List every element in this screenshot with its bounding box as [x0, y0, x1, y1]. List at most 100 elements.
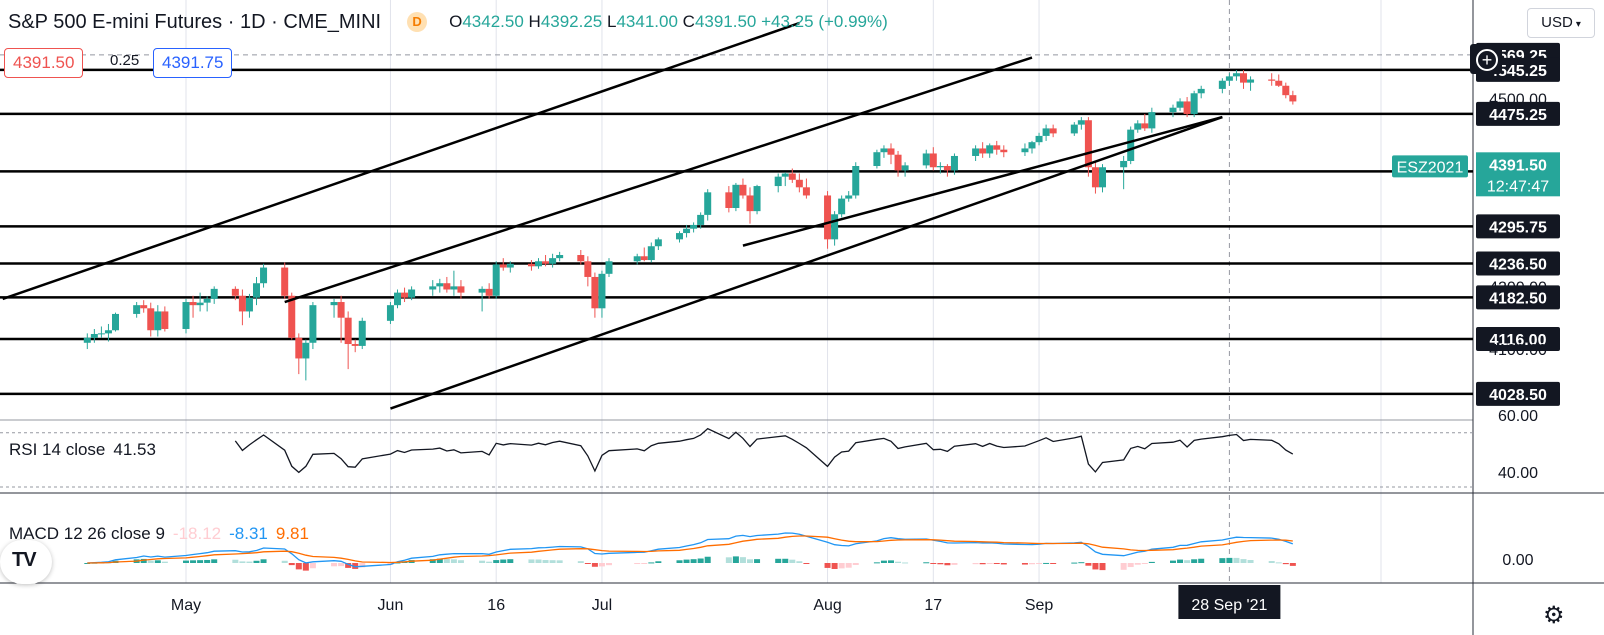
candle-body [1247, 79, 1255, 83]
price-axis-label: 4295.75 [1489, 219, 1547, 236]
macd-histogram-bar [1219, 558, 1226, 563]
macd-histogram-bar [655, 561, 662, 563]
macd-line [87, 532, 1294, 568]
macd-histogram-bar [1226, 557, 1233, 563]
candle-body [1127, 129, 1135, 161]
macd-histogram-bar [880, 560, 887, 563]
symbol-title[interactable]: S&P 500 E-mini Futures · 1D · CME_MINI [8, 10, 382, 33]
candle-body [238, 295, 246, 312]
macd-histogram-bar [690, 559, 697, 563]
macd-histogram-bar [1148, 561, 1155, 563]
candle-body [281, 267, 289, 296]
high-value: 4392.25 [540, 12, 603, 31]
macd-histogram-bar [803, 563, 810, 564]
candle-body [1218, 80, 1226, 89]
candle-body [943, 166, 951, 171]
candle-body [330, 302, 338, 306]
candle-body [478, 288, 486, 293]
candle-body [831, 214, 839, 240]
macd-histogram-bar [1078, 562, 1085, 564]
macd-histogram-bar [584, 563, 591, 564]
candle-body [704, 192, 712, 215]
candle-body [802, 187, 810, 196]
candle-body [873, 152, 881, 166]
candle-body [182, 302, 190, 329]
candle-body [1028, 142, 1036, 149]
macd-histogram-bar [775, 558, 782, 563]
macd-histogram-bar [246, 561, 253, 563]
macd-histogram-bar [204, 559, 211, 563]
rsi-legend[interactable]: RSI 14 close 41.53 [9, 440, 156, 460]
candle-body [337, 302, 345, 318]
trendline[interactable] [390, 115, 1223, 410]
macd-histogram-bar [1134, 563, 1141, 565]
macd-histogram-bar [556, 560, 563, 563]
macd-histogram-bar [183, 560, 189, 563]
candle-body [1268, 79, 1276, 81]
crosshair-date-label: 28 Sep '21 [1191, 597, 1267, 614]
delayed-data-icon[interactable]: D [407, 12, 428, 32]
candle-body [1289, 95, 1297, 102]
macd-histogram-bar [972, 563, 979, 565]
candle-body [1190, 93, 1198, 114]
candle-body [1084, 120, 1092, 168]
gear-icon[interactable]: ⚙ [1543, 602, 1565, 629]
currency-selector[interactable]: USD ▾ [1527, 8, 1595, 38]
macd-histogram-bar [1021, 563, 1028, 565]
candle-body [697, 214, 705, 225]
candle-body [852, 166, 860, 196]
price-axis-label: 4475.25 [1489, 107, 1547, 124]
trendline[interactable] [2, 21, 800, 301]
time-axis-label: May [171, 597, 201, 614]
candle-body [887, 148, 895, 155]
tv-logo-icon: TV [12, 549, 37, 571]
candle-body [443, 283, 451, 290]
macd-axis-label: 0.00 [1502, 552, 1533, 569]
high-label: H [528, 12, 541, 31]
macd-histogram-bar [683, 559, 690, 563]
candle-body [556, 255, 564, 259]
add-alert-button[interactable]: + [1470, 44, 1502, 74]
candle-body [838, 198, 846, 215]
price-label-box [1476, 327, 1560, 352]
macd-histogram-bar [528, 559, 535, 563]
candle-body [1134, 123, 1142, 130]
candle-body [1232, 73, 1240, 77]
macd-histogram-bar [1268, 561, 1275, 563]
macd-legend[interactable]: MACD 12 26 close 9 -18.12 -8.31 9.81 [9, 524, 309, 544]
candle-body [605, 261, 613, 274]
macd-histogram-bar [1092, 563, 1099, 570]
candle-body [936, 166, 944, 168]
macd-histogram-bar [951, 563, 958, 565]
candle-body [527, 263, 535, 267]
candle-body [83, 337, 91, 343]
candle-body [725, 192, 733, 208]
trendline[interactable] [742, 115, 1223, 247]
tradingview-logo[interactable]: TV [0, 540, 52, 584]
sell-price-button[interactable]: 4391.50 [4, 48, 84, 78]
macd-histogram-bar [1036, 563, 1043, 564]
candle-body [457, 286, 465, 293]
macd-histogram-bar [676, 560, 683, 563]
macd-histogram-bar [288, 563, 295, 566]
macd-histogram-bar [309, 563, 316, 569]
low-value: 4341.00 [616, 12, 678, 31]
macd-histogram-bar [845, 563, 852, 568]
symbol-header: S&P 500 E-mini Futures · 1D · CME_MINI D… [8, 9, 888, 35]
macd-histogram-bar [436, 558, 443, 563]
candle-body [401, 292, 409, 298]
candle-body [753, 186, 761, 212]
trendline[interactable] [284, 56, 1033, 304]
candle-body [1141, 123, 1149, 129]
macd-histogram-bar [1000, 563, 1007, 565]
macd-histogram-bar [239, 561, 246, 563]
macd-histogram-bar [1127, 563, 1134, 568]
price-axis-label: 4028.50 [1489, 387, 1547, 404]
candle-body [1282, 85, 1290, 96]
buy-price-button[interactable]: 4391.75 [153, 48, 233, 78]
macd-histogram-bar [253, 560, 260, 563]
low-label: L [607, 12, 617, 31]
macd-histogram-bar [1099, 563, 1106, 571]
macd-histogram-bar [1247, 560, 1254, 563]
